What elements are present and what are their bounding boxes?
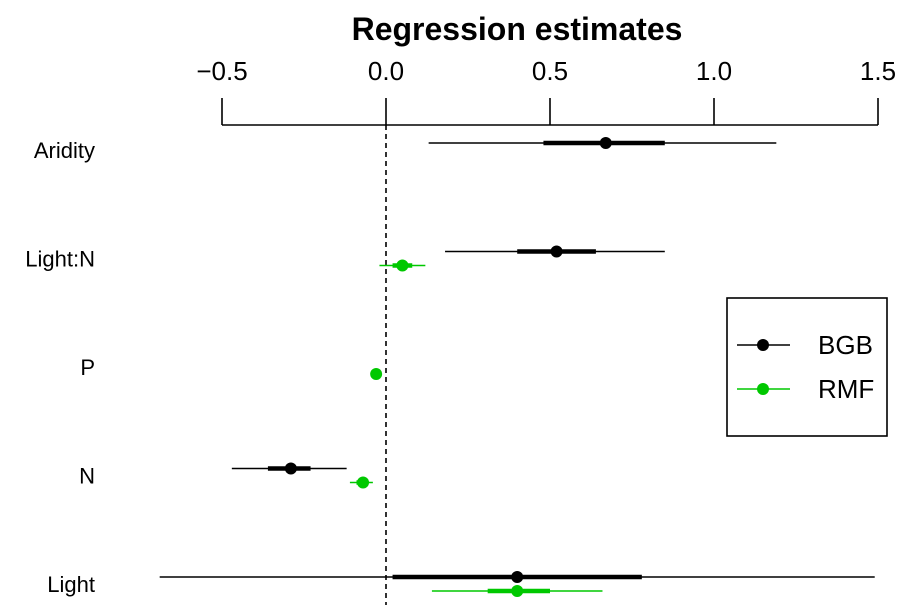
estimate-point [357, 476, 370, 489]
estimate-point [396, 259, 409, 272]
estimate-point [511, 571, 524, 583]
estimate-point [370, 368, 383, 380]
estimate-point [284, 462, 297, 475]
legend-entry: RMF [737, 374, 874, 404]
category-label: Light:N [25, 247, 95, 272]
legend-box [726, 297, 888, 437]
series-bgb [159, 137, 875, 583]
category-label: N [79, 464, 95, 489]
legend-label: RMF [818, 374, 874, 404]
tick-label: 1.5 [860, 56, 896, 86]
category-labels: Aridity Light:N P N Light [25, 138, 95, 597]
legend-marker [757, 339, 769, 351]
estimate-point [550, 245, 563, 258]
legend-marker [757, 383, 769, 395]
estimate-point [599, 137, 612, 149]
tick-label: −0.5 [196, 56, 247, 86]
series-rmf [349, 259, 603, 597]
estimate-point [511, 585, 524, 597]
category-label: P [80, 355, 95, 380]
legend-entry: BGB [737, 330, 873, 360]
series-marks [159, 137, 875, 597]
tick-label: 0.5 [532, 56, 568, 86]
category-label: Light [47, 572, 95, 597]
x-axis: −0.5 0.0 0.5 1.0 1.5 [196, 56, 896, 126]
legend: BGB RMF [726, 297, 888, 437]
chart-title: Regression estimates [352, 11, 683, 47]
tick-label: 1.0 [696, 56, 732, 86]
category-label: Aridity [34, 138, 95, 163]
tick-label: 0.0 [368, 56, 404, 86]
legend-label: BGB [818, 330, 873, 360]
